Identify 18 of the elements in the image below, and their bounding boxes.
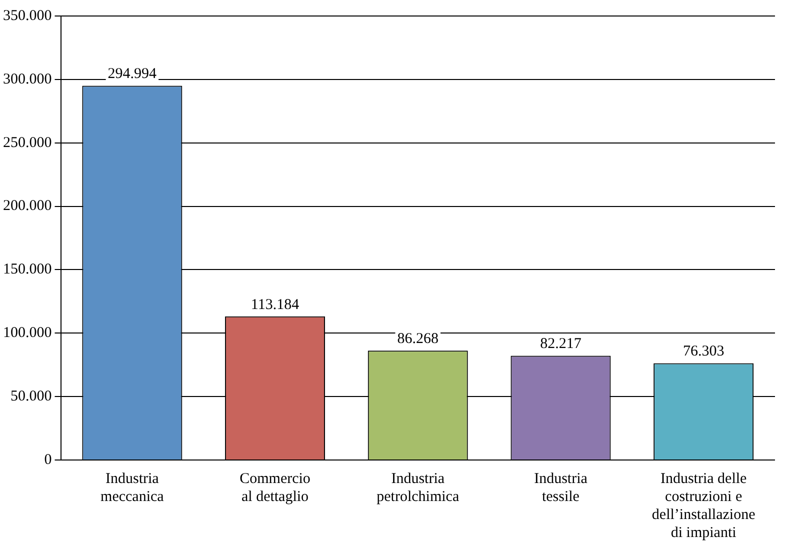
x-tick-label: Industria meccanica [100,470,164,505]
x-tick-label: Industria petrolchimica [376,470,460,505]
data-label: 82.217 [540,336,582,352]
x-tick-label: Industria tessile [534,470,588,505]
x-tick-label: Commercio al dettaglio [240,470,310,505]
x-tick-label: Industria delle costruzioni e dell’installazione di impianti [652,470,756,541]
data-label: 113.184 [250,296,300,313]
data-label: 76.303 [682,344,724,360]
y-tick-label: 350.000 [3,8,52,24]
y-tick-label: 0 [44,452,52,468]
data-label: 294.994 [108,66,158,82]
y-tick-label: 250.000 [3,134,52,151]
y-tick-label: 150.000 [3,262,52,278]
y-tick-label: 50.000 [10,388,52,405]
y-tick-label: 200.000 [3,198,52,214]
data-label: 86.268 [397,331,438,347]
y-tick-label: 300.000 [3,71,52,88]
y-tick-label: 100.000 [3,325,52,342]
